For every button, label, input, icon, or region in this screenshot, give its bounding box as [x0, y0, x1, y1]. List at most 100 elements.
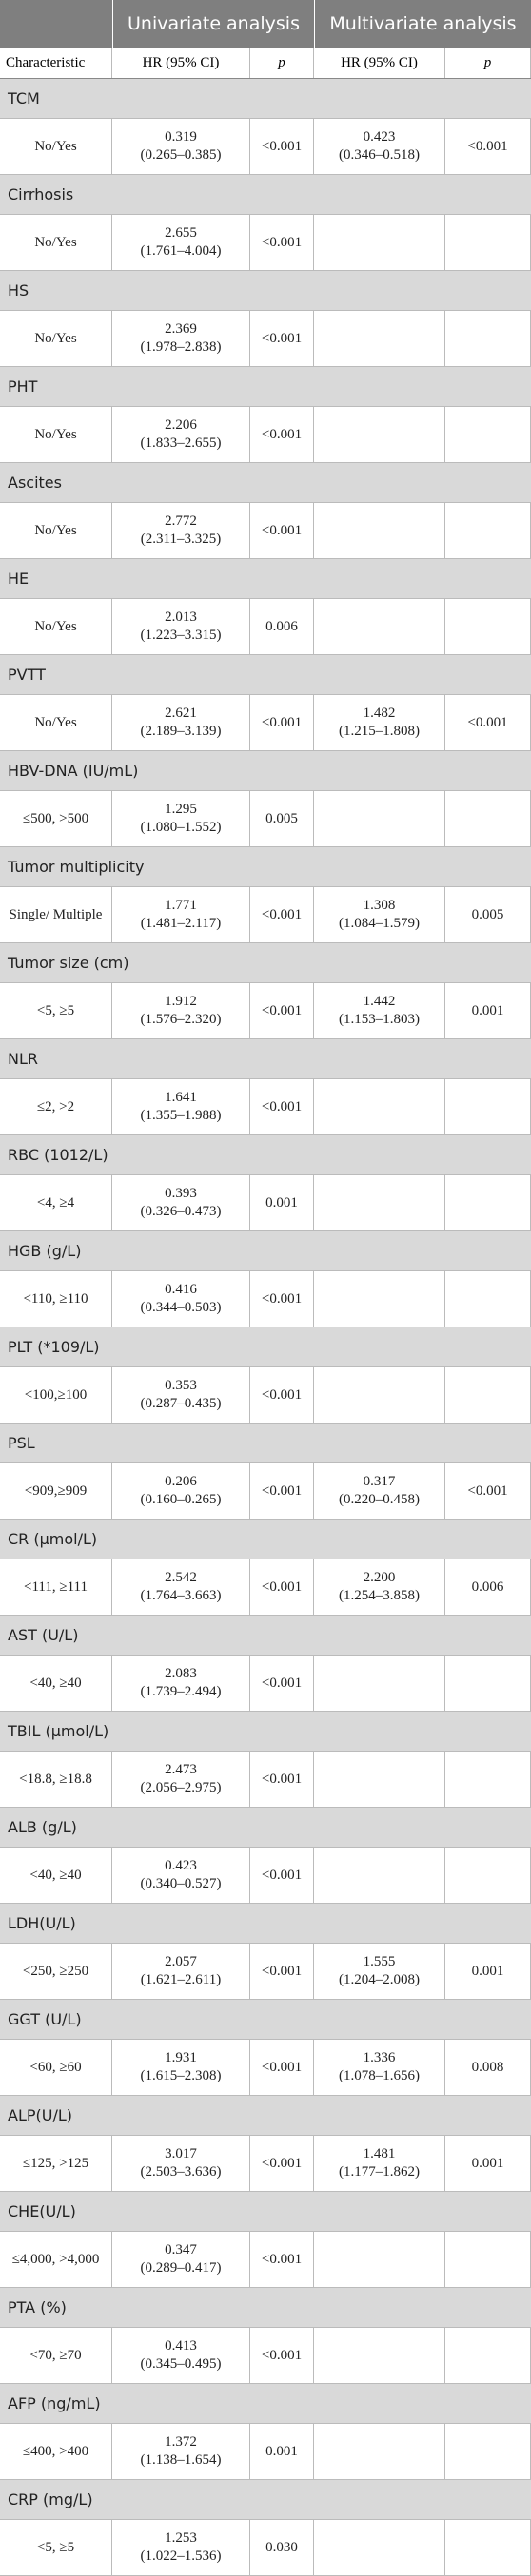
- hr-ci: (2.056–2.975): [140, 1780, 222, 1795]
- hr-cell: [314, 2424, 445, 2479]
- hr-cell: [314, 599, 445, 654]
- hr-ci: (1.978–2.838): [140, 339, 222, 355]
- hr-value: 1.308: [363, 898, 396, 913]
- data-row: No/Yes 2.621 (2.189–3.139) <0.001 1.482 (1.21…: [0, 695, 531, 751]
- hr-value: 1.771: [165, 898, 197, 913]
- hr-ci: (1.084–1.579): [339, 916, 420, 931]
- group-heading: TCM: [0, 79, 531, 119]
- group-heading: HS: [0, 271, 531, 311]
- p-value: <0.001: [261, 1771, 303, 1787]
- p-cell: <0.001: [250, 2232, 314, 2287]
- hr-cell: [314, 1367, 445, 1423]
- group-heading: ALB (g/L): [0, 1808, 531, 1848]
- p-value: 0.030: [266, 2539, 298, 2555]
- p-cell: <0.001: [250, 2040, 314, 2095]
- group-heading: Tumor size (cm): [0, 943, 531, 983]
- data-row: ≤125, >125 3.017 (2.503–3.636) <0.001 1.481 (…: [0, 2136, 531, 2192]
- p-value: 0.005: [471, 906, 504, 922]
- p-cell: 0.030: [250, 2520, 314, 2575]
- row-label: <110, ≥110: [0, 1271, 112, 1327]
- p-cell: [445, 2520, 531, 2575]
- group-heading: AFP (ng/mL): [0, 2384, 531, 2424]
- data-row: ≤400, >400 1.372 (1.138–1.654) 0.001: [0, 2424, 531, 2480]
- p-cell: <0.001: [445, 695, 531, 750]
- hr-ci: (0.287–0.435): [140, 1396, 222, 1411]
- group-heading: HGB (g/L): [0, 1231, 531, 1271]
- hr-cell: 1.372 (1.138–1.654): [112, 2424, 250, 2479]
- hr-cell: [314, 1175, 445, 1230]
- hr-ci: (0.346–0.518): [339, 147, 420, 163]
- data-row: <5, ≥5 1.912 (1.576–2.320) <0.001 1.442 (1.15…: [0, 983, 531, 1039]
- hr-ci: (2.311–3.325): [140, 532, 222, 547]
- group-heading: LDH(U/L): [0, 1904, 531, 1944]
- hr-ci: (1.078–1.656): [339, 2068, 420, 2083]
- row-label: ≤400, >400: [0, 2424, 112, 2479]
- row-label: Single/ Multiple: [0, 887, 112, 942]
- group-heading: HBV-DNA (IU/mL): [0, 751, 531, 791]
- hr-ci: (1.355–1.988): [140, 1108, 222, 1123]
- p-value: <0.001: [261, 138, 303, 154]
- group-heading: RBC (1012/L): [0, 1135, 531, 1175]
- hr-cell: [314, 1848, 445, 1903]
- p-cell: [445, 1175, 531, 1230]
- hr-value: 0.353: [165, 1378, 197, 1393]
- hr-cell: [314, 2520, 445, 2575]
- hr-cell: [314, 791, 445, 846]
- p-cell: <0.001: [445, 1463, 531, 1519]
- hr-value: 1.253: [165, 2530, 197, 2546]
- group-heading: AST (U/L): [0, 1616, 531, 1656]
- hr-ci: (1.138–1.654): [140, 2452, 222, 2468]
- group-heading: HE: [0, 559, 531, 599]
- header-row: Univariate analysis Multivariate analysi…: [0, 0, 531, 48]
- p-cell: <0.001: [250, 1079, 314, 1134]
- hr-value: 0.416: [165, 1282, 197, 1297]
- data-row: No/Yes 0.319 (0.265–0.385) <0.001 0.423 (0.34…: [0, 119, 531, 175]
- p-cell: <0.001: [250, 695, 314, 750]
- p-cell: <0.001: [250, 503, 314, 558]
- row-label: <4, ≥4: [0, 1175, 112, 1230]
- p-cell: <0.001: [250, 1367, 314, 1423]
- hr-cell: 0.319 (0.265–0.385): [112, 119, 250, 174]
- p-value: <0.001: [261, 906, 303, 922]
- hr-cell: 1.253 (1.022–1.536): [112, 2520, 250, 2575]
- group-heading: GGT (U/L): [0, 2000, 531, 2040]
- p-cell: 0.001: [445, 1944, 531, 1999]
- hr-value: 1.482: [363, 706, 396, 721]
- column-heading: p: [445, 48, 531, 78]
- p-cell: 0.006: [250, 599, 314, 654]
- p-cell: <0.001: [250, 1944, 314, 1999]
- data-row: <111, ≥111 2.542 (1.764–3.663) <0.001 2.200 (…: [0, 1559, 531, 1616]
- p-value: 0.008: [471, 2059, 504, 2075]
- hr-cell: 2.369 (1.978–2.838): [112, 311, 250, 366]
- row-label: ≤2, >2: [0, 1079, 112, 1134]
- row-label: <111, ≥111: [0, 1559, 112, 1615]
- hr-cell: 2.621 (2.189–3.139): [112, 695, 250, 750]
- row-label: No/Yes: [0, 503, 112, 558]
- p-value: <0.001: [467, 1482, 508, 1499]
- p-cell: [445, 2232, 531, 2287]
- group-heading: Ascites: [0, 463, 531, 503]
- hr-value: 0.423: [363, 129, 396, 145]
- p-value: 0.006: [266, 618, 298, 634]
- p-cell: [445, 599, 531, 654]
- p-value: <0.001: [261, 1386, 303, 1403]
- p-value: 0.001: [266, 1194, 298, 1211]
- row-label: <5, ≥5: [0, 983, 112, 1038]
- hr-value: 2.369: [165, 321, 197, 337]
- group-heading: PHT: [0, 367, 531, 407]
- hr-cell: 2.206 (1.833–2.655): [112, 407, 250, 462]
- hr-cell: 1.931 (1.615–2.308): [112, 2040, 250, 2095]
- row-label: No/Yes: [0, 119, 112, 174]
- row-label: <18.8, ≥18.8: [0, 1752, 112, 1807]
- hr-ci: (1.204–2.008): [339, 1972, 420, 1987]
- hr-cell: 0.353 (0.287–0.435): [112, 1367, 250, 1423]
- hr-ci: (1.739–2.494): [140, 1684, 222, 1699]
- hr-ci: (2.503–3.636): [140, 2164, 222, 2179]
- group-heading: ALP(U/L): [0, 2096, 531, 2136]
- group-heading: PTA (%): [0, 2288, 531, 2328]
- hr-ci: (0.265–0.385): [140, 147, 222, 163]
- data-row: <909,≥909 0.206 (0.160–0.265) <0.001 0.317 (0…: [0, 1463, 531, 1520]
- data-row: Single/ Multiple 1.771 (1.481–2.117) <0.001…: [0, 887, 531, 943]
- hr-value: 0.206: [165, 1474, 197, 1489]
- group-heading: TBIL (μmol/L): [0, 1712, 531, 1752]
